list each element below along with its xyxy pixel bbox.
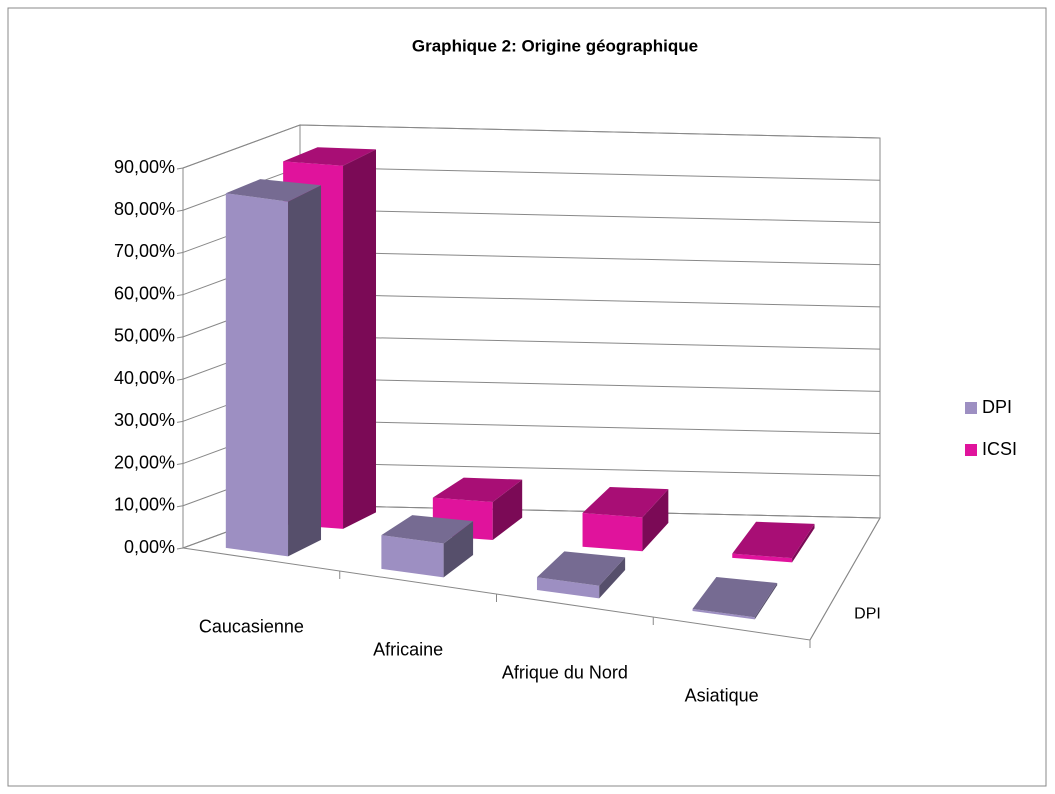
bar-top [432,477,523,503]
chart-title: Graphique 2: Origine géographique [412,36,698,55]
bar-side [443,521,474,578]
bar-top [582,487,669,518]
bar-front [536,577,600,599]
y-tick-label: 40,00% [114,368,175,388]
bar-side [343,149,377,529]
bar-top [692,577,778,618]
bar-top [732,521,815,559]
legend-swatch [965,402,977,414]
depth-axis [809,517,881,641]
y-tick [176,336,184,339]
y-tick-label: 80,00% [114,199,175,219]
y-tick-label: 90,00% [114,157,175,177]
x-tick-label: Africaine [373,639,443,659]
bar-side [288,185,322,557]
legend-label: DPI [982,397,1012,417]
y-tick [176,209,184,212]
y-tick [176,378,184,381]
y-tick-label: 70,00% [114,241,175,261]
depth-tick-label: DPI [854,606,881,623]
y-tick-label: 0,00% [124,537,175,557]
grid-line [182,124,881,169]
y-tick [176,167,184,170]
y-tick [176,294,184,297]
bar-side [754,583,778,620]
back-wall [299,124,881,519]
bar-top [283,147,377,166]
bar-top [536,551,626,586]
bar-side [599,557,626,599]
bar-front [225,193,289,557]
bar-front [732,553,793,563]
bar-top [381,515,474,544]
y-tick-label: 20,00% [114,452,175,472]
y-tick [176,505,184,508]
bar-front [692,608,755,620]
bar-side [792,523,815,563]
bar-front [582,512,643,552]
y-tick [176,547,184,550]
y-tick [176,251,184,254]
x-tick-label: Caucasienne [199,616,304,636]
x-tick-label: Asiatique [685,685,759,705]
x-tick-label: Afrique du Nord [502,662,628,682]
y-tick [176,463,184,466]
bar-top [225,179,322,202]
bar-side [492,479,523,541]
legend-swatch [965,444,977,456]
y-tick-label: 50,00% [114,326,175,346]
y-tick-label: 60,00% [114,283,175,303]
legend-label: ICSI [982,439,1017,459]
bar-side [642,489,669,552]
bar-front [381,535,444,578]
y-tick-label: 30,00% [114,410,175,430]
y-tick [176,420,184,423]
y-tick-label: 10,00% [114,495,175,515]
